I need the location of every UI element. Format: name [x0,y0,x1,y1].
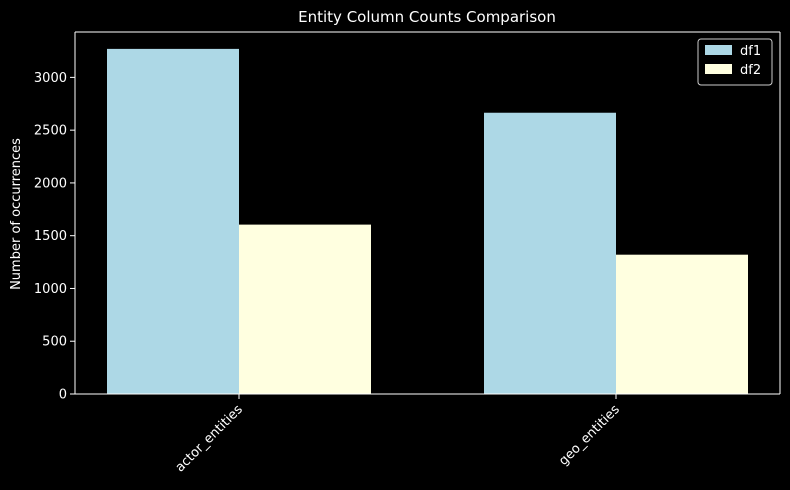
y-tick-label-3000: 3000 [34,71,67,86]
bar-df2-geo_entities [616,254,748,394]
legend-swatch-df2 [705,64,732,74]
legend-swatch-df1 [705,45,732,55]
legend-label-df1: df1 [740,44,761,59]
bar-df2-actor_entities [239,224,371,394]
legend-label-df2: df2 [740,63,761,78]
y-tick-label-0: 0 [59,388,67,403]
y-tick-label-500: 500 [42,335,67,350]
y-tick-label-2000: 2000 [34,176,67,191]
y-tick-label-1500: 1500 [34,229,67,244]
bar-df1-actor_entities [107,48,239,395]
bar-df1-geo_entities [484,112,616,394]
chart-title: Entity Column Counts Comparison [298,8,556,26]
bars [107,48,748,395]
y-axis-label: Number of occurrences [9,138,24,290]
y-tick-label-1000: 1000 [34,282,67,297]
y-tick-label-2500: 2500 [34,124,67,139]
